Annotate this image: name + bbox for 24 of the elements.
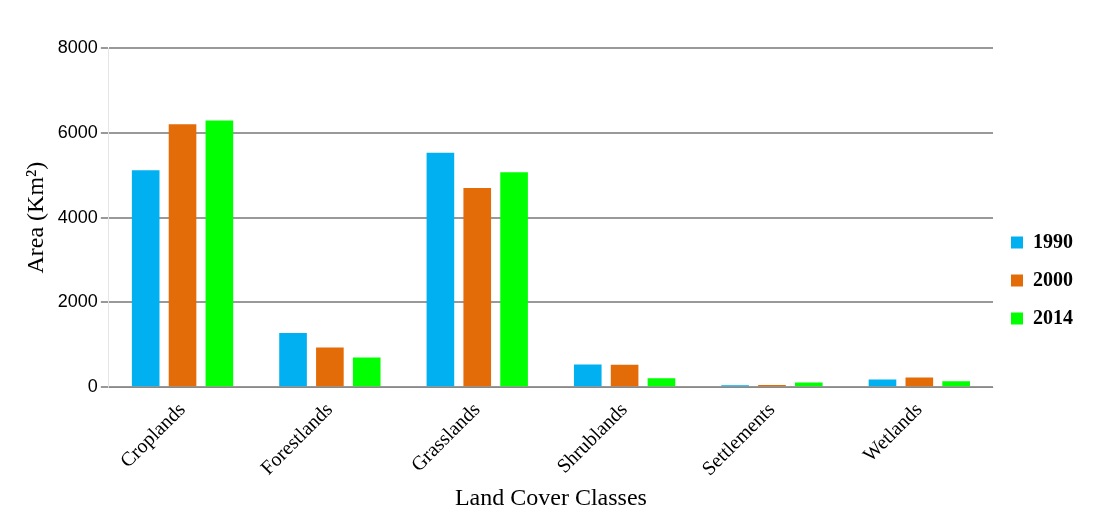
bar [463,187,492,387]
legend-label: 1990 [1033,229,1073,252]
y-tick-label: 4000 [57,206,98,227]
bar [573,364,602,387]
y-tick-label: 6000 [57,121,98,142]
legend-label: 2000 [1033,267,1073,290]
y-tick-label: 2000 [57,291,98,312]
bar [205,120,234,387]
bar [905,377,934,387]
bar [279,332,307,387]
bar [500,172,528,387]
y-tick-label: 0 [87,376,98,397]
bar [942,381,970,387]
bar [168,124,197,387]
x-axis-title: Land Cover Classes [454,483,647,510]
y-tick-label: 8000 [57,36,98,57]
bar [647,378,676,387]
bar [316,347,344,387]
bar [426,152,455,387]
legend-label: 2014 [1033,305,1073,328]
bar [352,357,381,387]
bar [610,364,639,387]
bar [131,170,160,387]
y-axis-title: Area (Km²) [21,161,48,274]
